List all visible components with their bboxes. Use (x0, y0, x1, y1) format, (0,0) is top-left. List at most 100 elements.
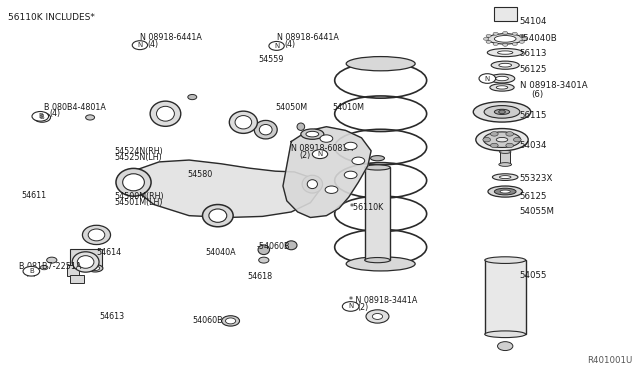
Ellipse shape (285, 241, 297, 250)
Circle shape (493, 42, 498, 45)
Circle shape (506, 143, 513, 148)
Text: N: N (138, 42, 143, 48)
Ellipse shape (499, 150, 511, 153)
Text: 54559: 54559 (259, 55, 284, 64)
Ellipse shape (490, 84, 514, 91)
Ellipse shape (346, 57, 415, 71)
Ellipse shape (476, 129, 528, 151)
Circle shape (479, 74, 495, 83)
Circle shape (372, 314, 383, 320)
Text: 56110K INCLUDES*: 56110K INCLUDES* (8, 13, 95, 22)
Ellipse shape (346, 257, 415, 271)
Ellipse shape (301, 129, 324, 139)
Ellipse shape (306, 131, 319, 137)
Text: (4): (4) (25, 269, 36, 278)
Ellipse shape (83, 225, 111, 244)
Ellipse shape (258, 245, 269, 254)
Circle shape (513, 137, 521, 142)
Ellipse shape (371, 155, 385, 161)
Text: 54040A: 54040A (205, 248, 236, 257)
Text: N 08918-6441A: N 08918-6441A (276, 33, 339, 42)
Text: 54500M(RH): 54500M(RH) (115, 192, 164, 201)
Text: B: B (38, 113, 43, 119)
Polygon shape (283, 127, 371, 218)
Circle shape (344, 171, 357, 179)
Ellipse shape (259, 125, 272, 135)
Circle shape (502, 32, 508, 35)
Text: 56125: 56125 (520, 192, 547, 201)
Text: 54060B: 54060B (192, 316, 223, 325)
Text: -54060B: -54060B (256, 241, 290, 250)
Ellipse shape (235, 116, 252, 129)
Bar (70, 249, 102, 269)
Ellipse shape (221, 316, 239, 326)
Ellipse shape (72, 252, 99, 272)
Circle shape (34, 113, 51, 122)
Ellipse shape (188, 94, 196, 100)
Circle shape (499, 110, 505, 114)
Circle shape (23, 266, 40, 276)
Text: B: B (40, 115, 45, 121)
Ellipse shape (302, 175, 323, 193)
Text: 56115: 56115 (520, 111, 547, 120)
Text: *54040B: *54040B (520, 34, 557, 43)
Text: (4): (4) (49, 109, 60, 118)
Ellipse shape (91, 266, 100, 270)
Ellipse shape (484, 331, 525, 337)
Circle shape (483, 137, 490, 142)
Text: (4): (4) (284, 40, 296, 49)
Ellipse shape (500, 190, 510, 193)
Ellipse shape (307, 180, 317, 189)
Ellipse shape (365, 257, 390, 263)
Ellipse shape (494, 188, 516, 195)
Ellipse shape (473, 102, 531, 122)
Text: 54050M: 54050M (275, 103, 307, 112)
Text: R401001U: R401001U (588, 356, 633, 365)
Ellipse shape (225, 318, 236, 324)
Text: * N 08918-3441A: * N 08918-3441A (349, 296, 418, 305)
Text: N 08918-6441A: N 08918-6441A (140, 33, 202, 42)
Circle shape (486, 40, 491, 43)
Ellipse shape (365, 165, 390, 170)
Bar (67, 264, 79, 276)
Text: B 081B7-2251A: B 081B7-2251A (19, 262, 81, 271)
Circle shape (312, 150, 328, 158)
Bar (70, 275, 84, 283)
Circle shape (519, 35, 524, 37)
Circle shape (512, 42, 517, 45)
Circle shape (493, 32, 498, 35)
Ellipse shape (150, 101, 180, 126)
Ellipse shape (494, 109, 509, 115)
Circle shape (40, 265, 48, 270)
Ellipse shape (77, 256, 94, 268)
Ellipse shape (497, 51, 513, 54)
Text: 54524N(RH): 54524N(RH) (115, 147, 163, 156)
Text: (6): (6) (531, 90, 543, 99)
Ellipse shape (484, 257, 525, 263)
Circle shape (502, 43, 508, 46)
Text: (4): (4) (148, 40, 159, 49)
Circle shape (366, 310, 389, 323)
Ellipse shape (88, 264, 103, 272)
Text: N 08918-6081A: N 08918-6081A (291, 144, 353, 153)
Circle shape (497, 341, 513, 350)
Circle shape (506, 132, 513, 136)
Ellipse shape (229, 111, 257, 134)
Circle shape (490, 132, 498, 136)
Ellipse shape (202, 205, 233, 227)
Circle shape (132, 41, 148, 49)
Ellipse shape (483, 132, 520, 147)
Circle shape (522, 37, 527, 40)
Ellipse shape (116, 169, 151, 196)
Ellipse shape (86, 115, 95, 120)
Circle shape (512, 32, 517, 35)
Text: *56110K: *56110K (349, 203, 383, 212)
Text: 54055: 54055 (520, 271, 547, 280)
Circle shape (47, 257, 57, 263)
Circle shape (342, 302, 359, 311)
Ellipse shape (496, 137, 508, 142)
Polygon shape (125, 160, 320, 218)
Circle shape (352, 157, 365, 164)
Bar (493, 7, 516, 21)
Ellipse shape (496, 86, 508, 89)
